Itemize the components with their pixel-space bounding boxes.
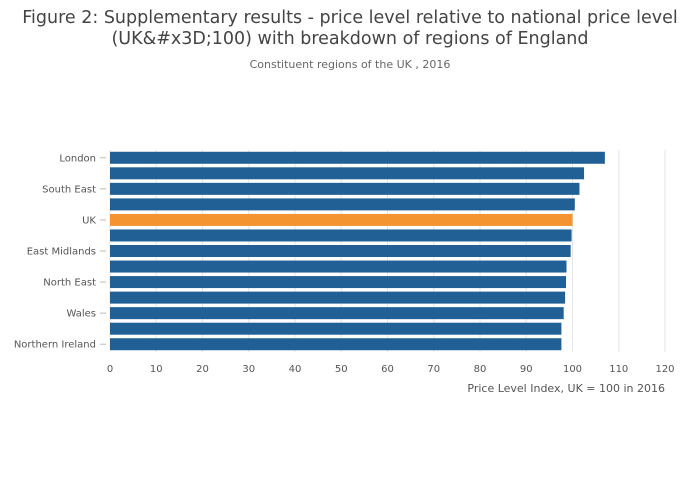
y-tick-label: UK [82, 215, 96, 226]
chart-title: Figure 2: Supplementary results - price … [0, 8, 700, 50]
bar [110, 276, 567, 289]
x-tick-label: 30 [242, 364, 255, 375]
x-tick-label: 60 [381, 364, 394, 375]
x-tick-label: 20 [196, 364, 209, 375]
bar [110, 151, 605, 164]
y-tick-label: Wales [66, 309, 96, 320]
chart-subtitle: Constituent regions of the UK , 2016 [249, 58, 451, 71]
bar [110, 338, 562, 351]
y-tick-label: East Midlands [27, 247, 96, 258]
bar [110, 307, 564, 320]
x-tick-label: 90 [520, 364, 533, 375]
x-tick-label: 80 [474, 364, 487, 375]
bar [110, 198, 575, 211]
x-tick-label: 110 [609, 364, 628, 375]
x-axis-title: Price Level Index, UK = 100 in 2016 [467, 382, 665, 395]
chart-title-line-1: Figure 2: Supplementary results - price … [22, 8, 678, 28]
bar [110, 245, 571, 257]
y-tick-label: North East [43, 278, 96, 289]
bar [110, 322, 562, 335]
x-tick-label: 100 [563, 364, 582, 375]
x-tick-label: 50 [335, 364, 348, 375]
x-tick-label: 120 [655, 364, 674, 375]
x-tick-label: 10 [150, 364, 163, 375]
bar [110, 260, 567, 273]
x-tick-label: 70 [427, 364, 440, 375]
bar [110, 291, 566, 304]
bar [110, 229, 572, 242]
x-tick-label: 40 [289, 364, 302, 375]
y-tick-label: Northern Ireland [14, 340, 96, 351]
bar [110, 182, 580, 195]
y-tick-label: London [59, 153, 96, 164]
bar [110, 167, 585, 180]
x-tick-label: 0 [107, 364, 113, 375]
bar-highlight [110, 213, 573, 226]
y-tick-label: South East [42, 184, 96, 195]
chart-title-line-2: (UK&#x3D;100) with breakdown of regions … [111, 29, 589, 49]
